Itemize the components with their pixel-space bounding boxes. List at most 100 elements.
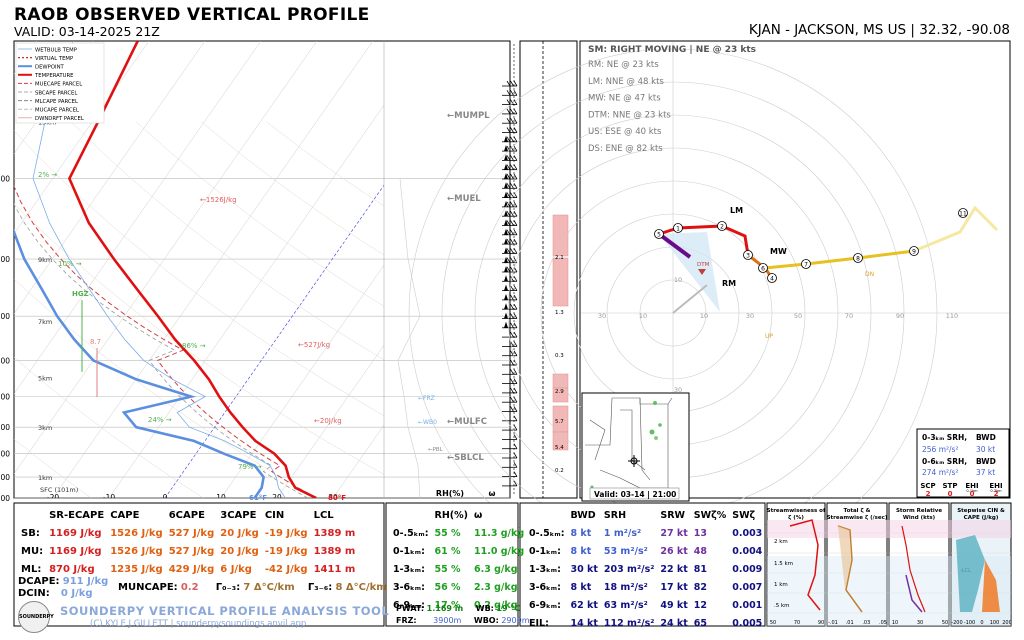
table-cell: 26 kt [660, 545, 688, 557]
pressure-tick: 600 [0, 393, 10, 402]
small-plot-xtick: 200 [1002, 620, 1012, 626]
table-cell: 11.0 g/kg [473, 545, 525, 557]
isotherm [220, 264, 384, 498]
muncape-value: 0.2 [180, 582, 199, 593]
table-row: 0-.5ₖₘ: 55 % 11.3 g/kg [390, 524, 527, 542]
cape-fill [982, 560, 1000, 612]
dcape-label: DCAPE: [18, 576, 60, 587]
barb-pennant [504, 275, 508, 282]
barb-pennant [504, 163, 508, 170]
cin-fill [956, 535, 985, 612]
shear-vector [672, 284, 708, 314]
table-cell: 870 J/kg [49, 563, 95, 575]
small-plot-title: Streamwise ζ (/sec) [827, 515, 888, 521]
srh-param-value: 0 [970, 490, 975, 498]
rh-label-24: 24% → [148, 416, 172, 424]
isotherm [14, 41, 206, 315]
pressure-tick: 900 [0, 473, 10, 482]
storm-motion-entry: RM: NE @ 23 kts [588, 60, 659, 70]
table-cell: 14 kt [570, 617, 598, 629]
barb-flag [513, 471, 518, 477]
hodo-point [958, 208, 968, 218]
isotherm [108, 104, 384, 498]
barb-flag [513, 220, 518, 226]
barb-pennant [504, 135, 508, 142]
barb-flag [513, 378, 518, 384]
lm-label: LM [730, 206, 743, 215]
srh03-value: 256 m²/s² [922, 445, 958, 454]
row-label: 6-9ₖₘ: [529, 599, 561, 611]
dry-adiabat [14, 356, 204, 498]
station-info: KJAN - JACKSON, MS US | 32.32, -90.08 [748, 22, 1010, 38]
pressure-tick: 200 [0, 175, 10, 184]
wbo-value: 2900m [501, 616, 530, 625]
inflow-label: 0.3 [555, 353, 564, 359]
sfc-temp-label: 80°F [328, 494, 346, 502]
rm-label: RM [722, 279, 736, 288]
table-cell: 1389 m [313, 527, 356, 539]
barb-pennant [504, 145, 508, 152]
barb-flag [510, 359, 514, 366]
moisture-header: RH(%) [434, 509, 468, 521]
legend-entry: WETBULB TEMP [35, 47, 78, 53]
table-cell: -19 J/kg [264, 545, 308, 557]
table-row: 3-6ₖₘ: 8 kt 18 m²/s² 17 kt 82 0.007 [526, 578, 765, 596]
isotherm [14, 41, 262, 395]
frz-label: ←FRZ [418, 395, 435, 402]
table-cell: 112 m²/s² [603, 617, 655, 629]
brand-title: SOUNDERPY VERTICAL PROFILE ANALYSIS TOOL [60, 604, 390, 618]
table-row: 1-3ₖₘ: 30 kt 203 m²/s² 22 kt 81 0.009 [526, 560, 765, 578]
table-cell: 17 % [434, 599, 461, 611]
barb-flag [510, 210, 514, 217]
barb-flag [506, 80, 511, 87]
row-label: ML: [21, 563, 42, 575]
legend-entry: MLCAPE PARCEL [35, 99, 78, 105]
pressure-tick: 400 [0, 312, 10, 321]
table-cell: 22 kt [660, 563, 688, 575]
hodo-point [767, 273, 777, 283]
valid-time: VALID: 03-14-2025 21Z [14, 24, 160, 39]
table-cell: 81 [693, 563, 708, 575]
rh-profile [397, 178, 421, 499]
small-plot-xtick: 0 [980, 620, 983, 626]
pwat-value: 1.169 in [426, 604, 464, 613]
table-cell: 62 kt [570, 599, 598, 611]
srh-param-label: EHI [965, 482, 978, 490]
table-cell: 1526 J/kg [110, 545, 163, 557]
barb-flag [510, 396, 514, 403]
hodo-point [758, 263, 768, 273]
legend: WETBULB TEMP VIRTUAL TEMP DEWPOINT TEMPERAT… [15, 42, 105, 124]
sblcl-label: ←SBLCL [447, 453, 484, 463]
table-row: 6-9ₖₘ: 17 % 0.2 g/kg [390, 596, 527, 614]
dcin-value: 0 J/kg [60, 588, 93, 599]
small-plot-title: Stepwise CIN & [957, 508, 1005, 514]
kinematic-header: SRH [603, 509, 627, 521]
barb-pennant [504, 191, 508, 198]
hodo-point-label: 8 [856, 256, 860, 263]
table-cell: 17 kt [660, 581, 688, 593]
dry-adiabat [14, 130, 384, 416]
barb-flag [506, 173, 511, 180]
small-plot-xtick: -.01 [828, 620, 838, 626]
hodo-seg-6-9 [764, 249, 915, 270]
table-cell: 82 [693, 581, 708, 593]
kinematic-header-row: BWD SRH SRW SWζ% SWζ [526, 506, 765, 524]
barb-flag [513, 396, 518, 403]
frz-line: FRZ: 3900m WBO: 2900m [396, 616, 530, 625]
table-row: 6-9ₖₘ: 62 kt 63 m²/s² 49 kt 12 0.001 [526, 596, 765, 614]
barb-flag [510, 164, 514, 170]
storm-motion-entry: DTM: NNE @ 23 kts [588, 110, 671, 120]
barb-flag [513, 369, 518, 375]
inflow-label: 5.4 [555, 445, 564, 451]
thermo-header-row: SR-ECAPE CAPE 6CAPE 3CAPE CIN LCL [18, 506, 358, 524]
barb-pennant [504, 154, 508, 161]
barb-pennant [504, 284, 508, 291]
table-row: 3-6ₖₘ: 56 % 2.3 g/kg [390, 578, 527, 596]
moisture-table: RH(%) ω 0-.5ₖₘ: 55 % 11.3 g/kg 0-1ₖₘ: 61 % 1… [390, 506, 527, 614]
barb-flag [506, 145, 511, 152]
height-label: 3km [38, 424, 52, 432]
row-label: SB: [21, 527, 40, 539]
barb-flag [513, 341, 518, 347]
